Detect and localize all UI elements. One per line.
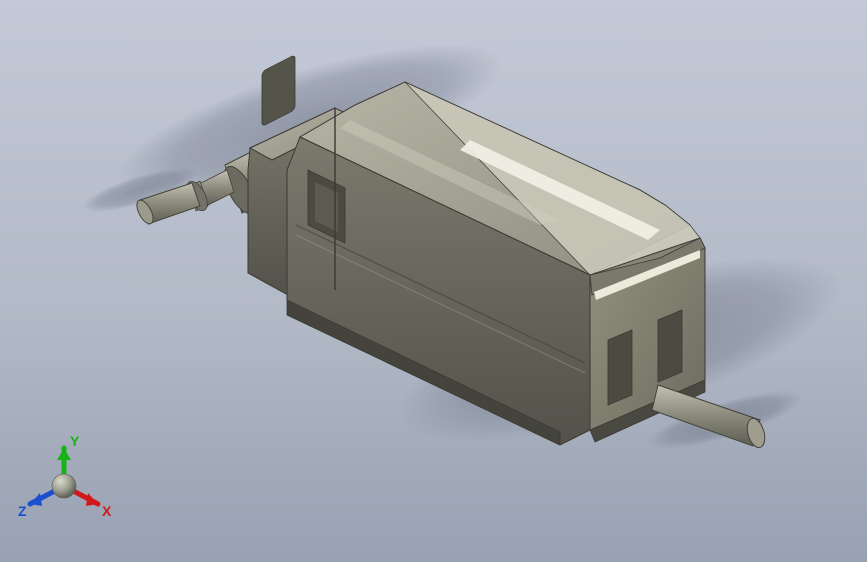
axis-x-label: X <box>102 503 112 519</box>
axis-y-label: Y <box>70 433 80 449</box>
axis-z-label: Z <box>18 503 27 519</box>
scene-canvas[interactable]: Z X Y <box>0 0 867 562</box>
triad-origin-sphere[interactable] <box>52 474 76 498</box>
cad-3d-viewport[interactable]: Z X Y <box>0 0 867 562</box>
